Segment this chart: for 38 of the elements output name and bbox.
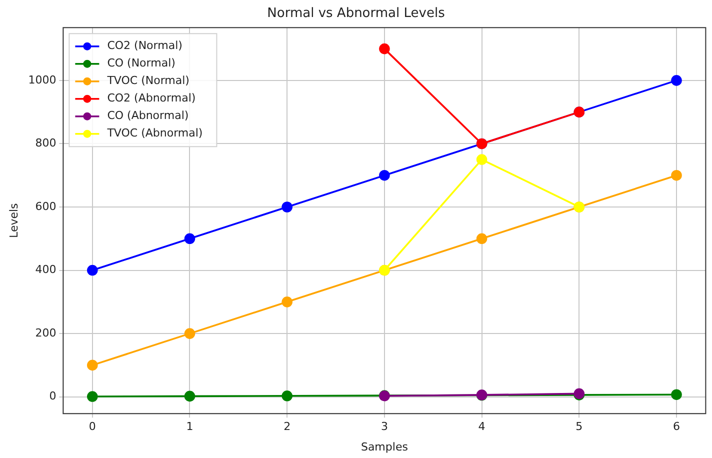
x-tick-label: 5 [576,420,583,434]
y-tick-label: 1000 [28,73,56,86]
legend-label: TVOC (Normal) [106,74,190,88]
point [87,264,98,276]
point [379,170,390,181]
y-axis-title: Levels [7,202,20,238]
x-tick-label: 3 [380,420,388,434]
x-axis-title: Samples [360,440,408,454]
legend-label: CO2 (Normal) [107,39,182,52]
y-tick-label: 600 [35,200,56,213]
y-tick-label: 0 [49,390,56,403]
legend-label: CO (Normal) [107,56,176,70]
point [671,389,682,400]
point [282,202,292,212]
legend-label: TVOC (Abnormal) [106,126,203,140]
x-tick-label: 2 [284,420,291,434]
point [87,360,98,371]
legend-label: CO2 (Abnormal) [107,92,196,105]
point [184,390,196,402]
point [87,391,98,402]
x-tick-label: 1 [186,420,194,434]
point [282,390,292,402]
y-tick-label: 800 [35,136,56,150]
x-tick-label: 0 [88,420,96,434]
point [671,170,682,181]
point [476,233,488,244]
y-tick-label: 400 [35,263,56,276]
chart-title: Normal vs Abnormal Levels [267,6,446,22]
point [282,296,292,308]
x-tick-label: 6 [672,420,680,434]
point [184,328,196,339]
point [671,75,682,86]
legend-label: CO (Abnormal) [107,109,189,122]
point [379,43,390,54]
y-tick-label: 200 [35,326,56,340]
point [476,154,488,165]
x-tick-label: 4 [478,420,486,434]
point [184,233,196,244]
